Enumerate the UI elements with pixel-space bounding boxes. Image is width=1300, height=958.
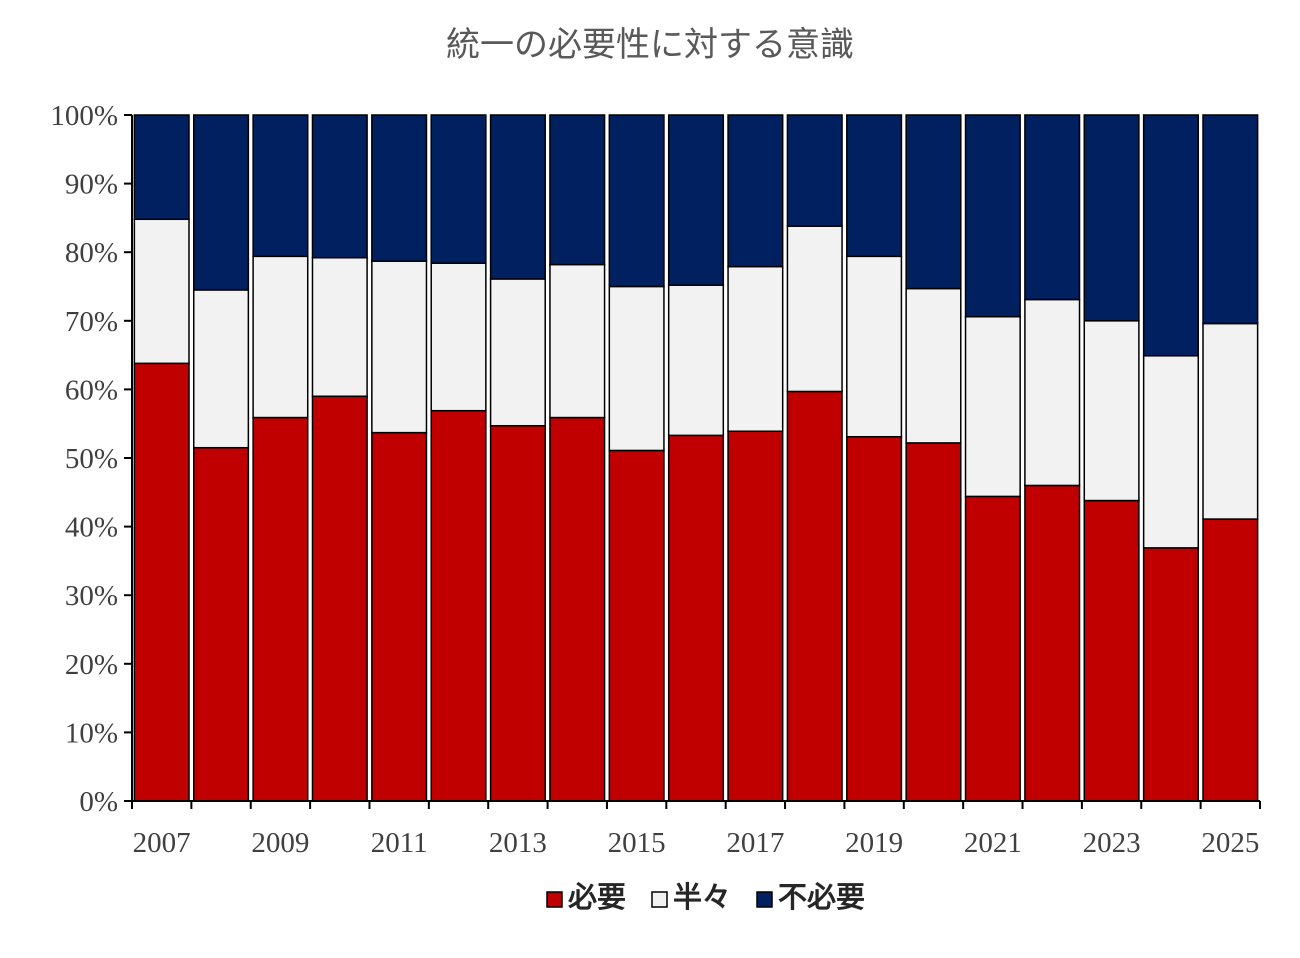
- x-tick-label: 2007: [133, 827, 191, 859]
- bar-2009-series-0: [252, 416, 309, 802]
- y-tick-label: 80%: [65, 237, 118, 269]
- bar-2025-series-1: [1202, 322, 1259, 520]
- y-tick-label: 0%: [79, 786, 118, 818]
- x-tick-label: 2011: [371, 827, 428, 859]
- bar-2022-series-0: [1024, 484, 1081, 802]
- bar-2024-series-1: [1142, 355, 1200, 549]
- bar-2015-series-2: [608, 114, 665, 288]
- legend-item-0: 必要: [546, 880, 626, 914]
- bar-2018-series-0: [786, 390, 843, 802]
- bar-2009-series-1: [252, 255, 309, 419]
- y-tick-label: 30%: [65, 580, 118, 612]
- legend: 必要 半々 不必要: [546, 880, 865, 914]
- bar-2016-series-1: [667, 284, 725, 437]
- bar-2010-series-1: [311, 256, 368, 398]
- bar-2016-series-0: [667, 434, 725, 802]
- chart-title: 統一の必要性に対する意識: [446, 25, 854, 65]
- bar-2022-series-1: [1024, 298, 1081, 487]
- bar-2016-series-2: [667, 114, 725, 286]
- x-axis-ticks: 2007 2009 2011 2013 2015 2017 2019 2021 2023 2025: [131, 801, 1261, 859]
- bar-2020-series-2: [905, 114, 962, 290]
- bar-2020-series-0: [905, 442, 962, 802]
- bar-2010-series-2: [311, 114, 368, 259]
- x-tick-label: 2019: [845, 827, 903, 859]
- bar-2014-series-0: [549, 416, 606, 802]
- bar-2012-series-1: [430, 262, 487, 412]
- bar-2011-series-0: [371, 431, 428, 802]
- bar-2019-series-1: [846, 255, 903, 438]
- bar-2014-series-1: [549, 263, 606, 419]
- bar-2025-series-0: [1202, 518, 1259, 802]
- bar-2013-series-2: [489, 114, 546, 280]
- bar-2020-series-1: [905, 287, 962, 444]
- bar-2013-series-0: [489, 425, 546, 802]
- bar-2012-series-2: [430, 114, 487, 264]
- bar-2007-series-1: [133, 218, 190, 365]
- bar-2008-series-2: [192, 114, 250, 291]
- y-tick-label: 10%: [65, 717, 118, 749]
- bar-2011-series-1: [371, 260, 428, 434]
- y-tick-label: 90%: [65, 169, 118, 201]
- bar-2022-series-2: [1024, 114, 1081, 301]
- legend-label: 必要: [568, 880, 626, 914]
- bar-2021-series-2: [964, 114, 1021, 318]
- bar-2011-series-2: [371, 114, 428, 262]
- bar-2018-series-1: [786, 225, 843, 393]
- bar-2019-series-2: [846, 114, 903, 258]
- legend-swatch: [651, 891, 668, 908]
- bar-2021-series-1: [964, 315, 1021, 498]
- y-axis-ticks: 0% 10% 20% 30% 40% 50% 60% 70% 80% 90% 100%: [50, 100, 132, 818]
- bar-2024-series-0: [1142, 547, 1200, 802]
- legend-item-2: 不必要: [756, 880, 865, 914]
- bar-2013-series-1: [489, 278, 546, 427]
- x-tick-label: 2017: [726, 827, 784, 859]
- bar-2012-series-0: [430, 409, 487, 802]
- y-tick-label: 60%: [65, 374, 118, 406]
- bar-2024-series-2: [1142, 114, 1200, 357]
- bar-2008-series-1: [192, 289, 250, 449]
- bar-2007-series-2: [133, 114, 190, 221]
- y-tick-label: 100%: [50, 100, 118, 132]
- legend-label: 半々: [673, 880, 731, 914]
- bar-2017-series-2: [727, 114, 784, 268]
- bar-2015-series-0: [608, 449, 665, 802]
- bar-2023-series-2: [1083, 114, 1140, 322]
- x-tick-label: 2009: [251, 827, 309, 859]
- legend-item-1: 半々: [651, 880, 731, 914]
- bar-2014-series-2: [549, 114, 606, 266]
- bar-2017-series-1: [727, 265, 784, 432]
- x-tick-label: 2025: [1201, 827, 1259, 859]
- y-tick-label: 20%: [65, 649, 118, 681]
- bar-2023-series-0: [1083, 499, 1140, 802]
- bar-2010-series-0: [311, 395, 368, 802]
- x-tick-label: 2015: [608, 827, 666, 859]
- legend-swatch: [756, 891, 773, 908]
- bar-2019-series-0: [846, 435, 903, 802]
- bar-2007-series-0: [133, 362, 190, 802]
- bar-2018-series-2: [786, 114, 843, 227]
- x-tick-label: 2013: [489, 827, 547, 859]
- legend-swatch: [546, 891, 563, 908]
- bar-2008-series-0: [192, 446, 250, 802]
- bar-2017-series-0: [727, 430, 784, 802]
- x-tick-label: 2023: [1083, 827, 1141, 859]
- y-tick-label: 50%: [65, 443, 118, 475]
- bar-2009-series-2: [252, 114, 309, 258]
- x-tick-label: 2021: [964, 827, 1022, 859]
- bar-2015-series-1: [608, 285, 665, 452]
- bar-2021-series-0: [964, 495, 1021, 802]
- bar-2023-series-1: [1083, 320, 1140, 502]
- bars-group: [133, 114, 1259, 802]
- y-tick-label: 40%: [65, 512, 118, 544]
- bar-2025-series-2: [1202, 114, 1259, 325]
- y-tick-label: 70%: [65, 306, 118, 338]
- legend-label: 不必要: [778, 880, 865, 914]
